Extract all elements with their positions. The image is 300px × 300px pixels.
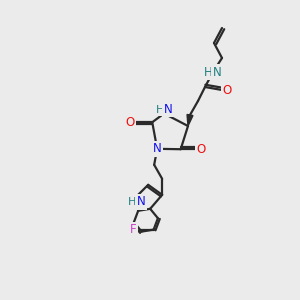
Text: N: N [164, 103, 172, 116]
Text: N: N [153, 142, 161, 155]
Text: N: N [213, 65, 221, 79]
Text: H: H [204, 65, 212, 79]
Text: O: O [222, 83, 232, 97]
Text: H: H [156, 104, 164, 115]
Text: O: O [196, 143, 205, 156]
Text: H: H [128, 197, 136, 207]
Text: O: O [126, 116, 135, 129]
Text: F: F [130, 223, 137, 236]
Text: N: N [137, 195, 146, 208]
Polygon shape [187, 115, 193, 126]
